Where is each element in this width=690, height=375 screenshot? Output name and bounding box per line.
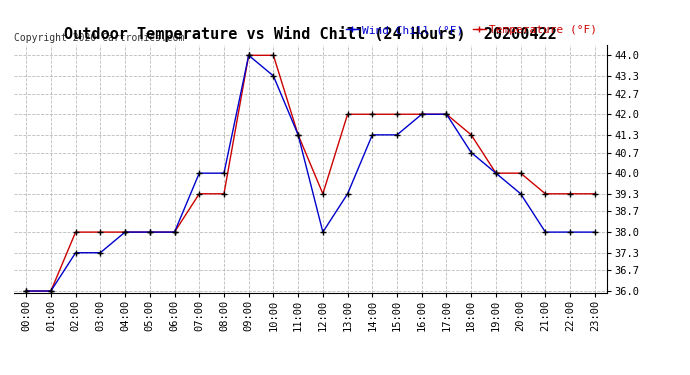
Text: Copyright 2020 Cartronics.com: Copyright 2020 Cartronics.com bbox=[14, 33, 184, 42]
Legend: Wind Chill (°F), Temperature (°F): Wind Chill (°F), Temperature (°F) bbox=[342, 21, 602, 40]
Title: Outdoor Temperature vs Wind Chill (24 Hours)  20200422: Outdoor Temperature vs Wind Chill (24 Ho… bbox=[64, 27, 557, 42]
